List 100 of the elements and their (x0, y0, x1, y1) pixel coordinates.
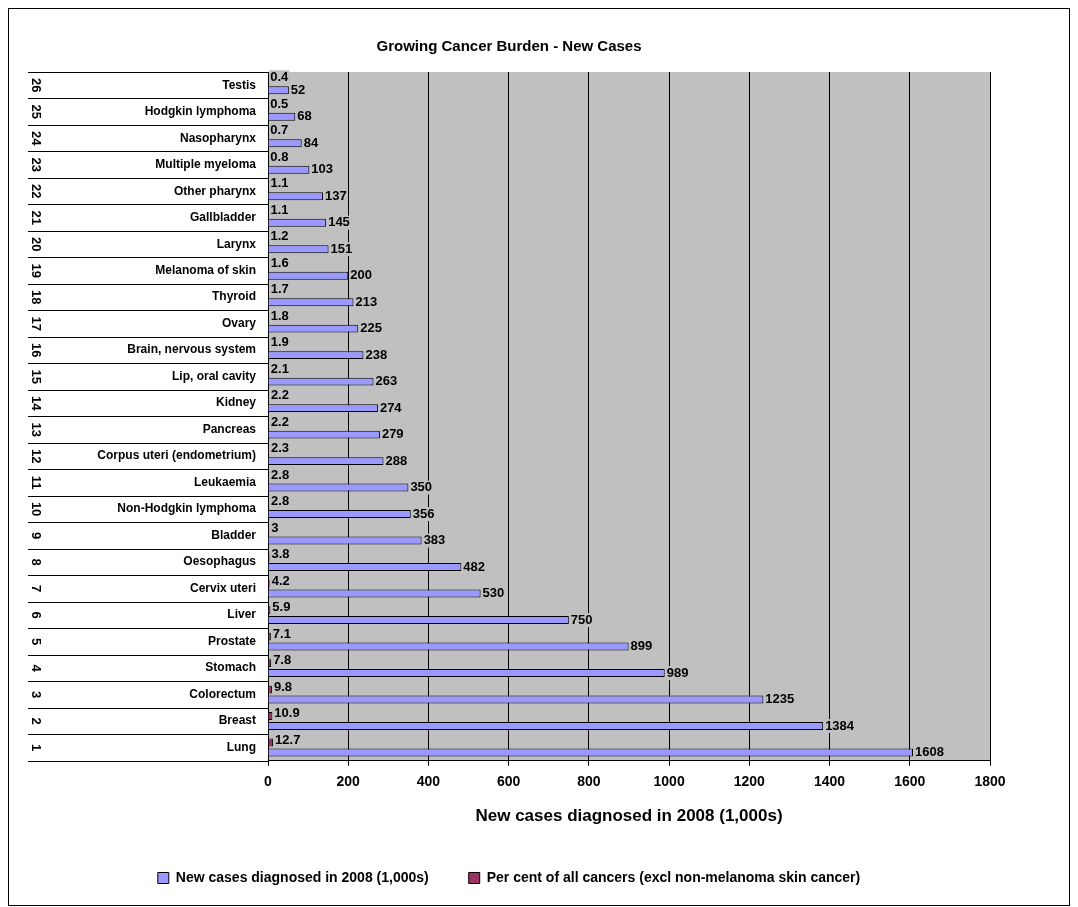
y-tick-label: Lung (226, 739, 256, 754)
y-tick-label: Bladder (211, 527, 257, 542)
text: 22 (29, 183, 45, 199)
x-tick-label: 400 (416, 773, 441, 790)
data-label: 899 (630, 638, 653, 654)
data-label: 1608 (914, 744, 944, 760)
data-label: 0.4 (270, 69, 289, 85)
data-label: 1235 (765, 691, 795, 707)
y-tick-label: Kidney (215, 395, 257, 410)
text: 3 (29, 690, 45, 699)
y-tick-label: Thyroid (212, 289, 256, 304)
data-label: 1384 (825, 717, 855, 733)
data-label: 151 (330, 240, 353, 256)
data-label: 263 (375, 373, 398, 389)
text: 4 (29, 664, 45, 673)
y-tick-label: Breast (218, 713, 256, 728)
text: 6 (29, 611, 45, 619)
x-tick-label: 200 (336, 773, 361, 790)
data-label: 1.2 (270, 228, 289, 244)
text: 13 (29, 422, 45, 437)
y-tick-label: Cervix uteri (189, 580, 256, 595)
y-tick-label: Brain, nervous system (127, 342, 256, 357)
text: 24 (29, 131, 45, 147)
data-label: 279 (381, 426, 404, 442)
data-label: 12.7 (275, 731, 301, 747)
data-label: 7.1 (272, 625, 291, 641)
text: 18 (29, 289, 45, 305)
text: 25 (29, 104, 45, 119)
text: 19 (29, 263, 45, 278)
data-label: 103 (311, 161, 334, 177)
x-tick-label: 800 (577, 773, 601, 790)
data-label: 350 (410, 479, 433, 495)
y-tick-label: Ovary (221, 315, 257, 330)
y-tick-label: Lip, oral cavity (171, 368, 257, 383)
text: 26 (29, 78, 45, 93)
y-tick-label: Leukaemia (193, 474, 257, 489)
data-label: 200 (350, 267, 372, 283)
legend-label: Per cent of all cancers (excl non-melanoma skin cancer) (486, 868, 861, 885)
chart-title: Growing Cancer Burden - New Cases (376, 37, 642, 55)
data-label: 482 (463, 558, 486, 574)
x-tick-label: 1400 (813, 773, 846, 790)
text: 17 (29, 316, 45, 331)
y-tick-label: Non-Hodgkin lymphoma (117, 501, 257, 516)
data-label: 1.1 (270, 175, 289, 191)
text: 12 (29, 448, 45, 464)
data-label: 0.8 (270, 148, 289, 164)
text: 21 (29, 210, 45, 225)
data-label: 225 (360, 320, 382, 336)
data-label: 0.5 (270, 95, 289, 111)
data-label: 0.7 (270, 122, 289, 138)
x-tick-label: 1200 (733, 773, 766, 790)
data-label: 989 (666, 664, 689, 680)
text: 15 (29, 369, 45, 384)
y-tick-label: Testis (222, 77, 257, 92)
x-axis-title: New cases diagnosed in 2008 (1,000s) (475, 806, 783, 826)
data-label: 2.2 (270, 387, 289, 403)
y-tick-label: Corpus uteri (endometrium) (97, 448, 256, 463)
data-label: 750 (570, 611, 593, 627)
data-label: 2.1 (270, 360, 289, 376)
data-label: 1.7 (270, 281, 289, 297)
data-label: 288 (385, 452, 408, 468)
x-tick-label: 600 (496, 773, 521, 790)
data-label: 137 (324, 187, 347, 203)
text: 2 (29, 717, 45, 725)
data-label: 145 (328, 214, 350, 230)
data-label: 356 (412, 505, 435, 521)
y-tick-label: Gallbladder (189, 210, 257, 225)
text: 7 (29, 584, 45, 593)
x-tick-label: 1000 (653, 773, 685, 790)
text: 8 (29, 558, 45, 566)
data-label: 1.6 (270, 254, 289, 270)
data-label: 1.9 (270, 334, 289, 350)
x-tick-label: 1600 (894, 773, 926, 790)
data-label: 238 (365, 346, 388, 362)
data-label: 383 (423, 532, 446, 548)
y-tick-label: Multiple myeloma (155, 157, 257, 172)
text: 20 (29, 236, 45, 252)
x-tick-label: 0 (264, 773, 273, 790)
data-label: 274 (379, 399, 403, 415)
y-tick-label: Nasopharynx (179, 130, 257, 145)
y-tick-label: Colorectum (189, 686, 256, 701)
text: 5 (29, 637, 45, 646)
data-label: 10.9 (274, 705, 300, 721)
data-label: 9.8 (273, 678, 293, 694)
legend-label: New cases diagnosed in 2008 (1,000s) (175, 868, 429, 885)
y-tick-label: Melanoma of skin (155, 263, 256, 277)
data-label: 52 (290, 81, 306, 97)
data-label: 4.2 (271, 572, 290, 588)
text: 9 (29, 532, 45, 540)
y-tick-label: Other pharynx (173, 183, 257, 198)
data-label: 68 (297, 108, 312, 124)
y-tick-label: Stomach (205, 660, 256, 675)
data-label: 2.8 (271, 466, 290, 482)
data-label: 7.8 (273, 652, 292, 668)
y-tick-label: Hodgkin lymphoma (144, 104, 257, 119)
data-label: 1.8 (270, 307, 289, 323)
data-label: 84 (303, 134, 319, 150)
data-label: 530 (482, 585, 505, 601)
data-label: 3.8 (271, 546, 290, 562)
text: 23 (29, 157, 45, 172)
